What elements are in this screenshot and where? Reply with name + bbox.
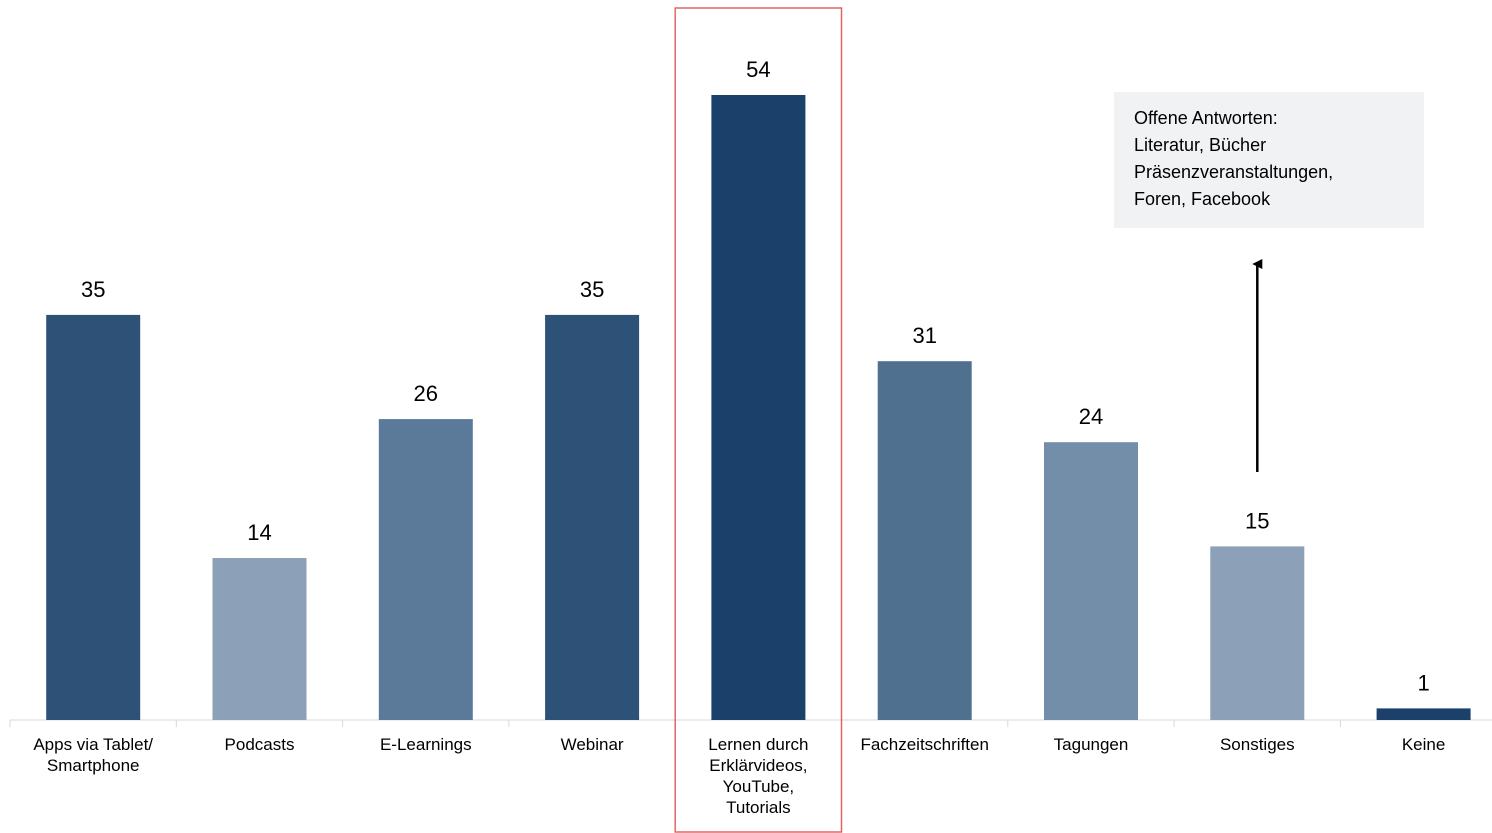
- x-axis: [9, 719, 1492, 727]
- bars: [46, 95, 1471, 720]
- category-label: Keine: [1402, 735, 1445, 754]
- category-label: E-Learnings: [380, 735, 472, 754]
- bar: [877, 361, 972, 720]
- category-labels: Apps via Tablet/Smartphone Podcasts E-Lear…: [33, 735, 1445, 817]
- highlight-frame: [674, 7, 843, 833]
- bar-value-label: 15: [1245, 508, 1269, 533]
- category-label: Podcasts: [225, 735, 295, 754]
- bar: [378, 419, 473, 720]
- bar: [545, 314, 640, 720]
- category-label: Apps via Tablet/Smartphone: [33, 735, 153, 775]
- bar: [711, 95, 806, 720]
- bar-value-label: 35: [580, 277, 604, 302]
- open-answers-annotation: Offene Antworten: Literatur, Bücher Präsen…: [1114, 92, 1424, 472]
- annotation-text-line: Foren, Facebook: [1134, 189, 1271, 209]
- category-label: Webinar: [561, 735, 624, 754]
- category-label: Sonstiges: [1220, 735, 1295, 754]
- bar-value-label: 24: [1079, 404, 1103, 429]
- bar-value-label: 14: [247, 520, 271, 545]
- category-label: Tagungen: [1054, 735, 1129, 754]
- annotation-text-line: Präsenzveranstaltungen,: [1134, 162, 1333, 182]
- annotation-text-line: Offene Antworten:: [1134, 108, 1278, 128]
- bar: [46, 314, 141, 720]
- bar: [1210, 546, 1305, 720]
- annotation-box: [1114, 92, 1424, 228]
- bar-value-label: 1: [1417, 670, 1429, 695]
- bar-value-label: 54: [746, 57, 770, 82]
- bar-value-label: 35: [81, 277, 105, 302]
- highlight-frame-rect: [674, 7, 843, 833]
- bar: [1044, 442, 1138, 720]
- bar-value-label: 26: [414, 381, 438, 406]
- category-label: Fachzeitschriften: [860, 735, 989, 754]
- annotation-text-line: Literatur, Bücher: [1134, 135, 1266, 155]
- bar: [212, 558, 307, 720]
- bar: [1376, 708, 1471, 720]
- value-labels: 35 14 26 35 54 31 24 15 1: [81, 57, 1430, 695]
- category-label: Lernen durch Erklärvideos, YouTube, Tutoria…: [708, 735, 808, 817]
- bar-value-label: 31: [912, 323, 936, 348]
